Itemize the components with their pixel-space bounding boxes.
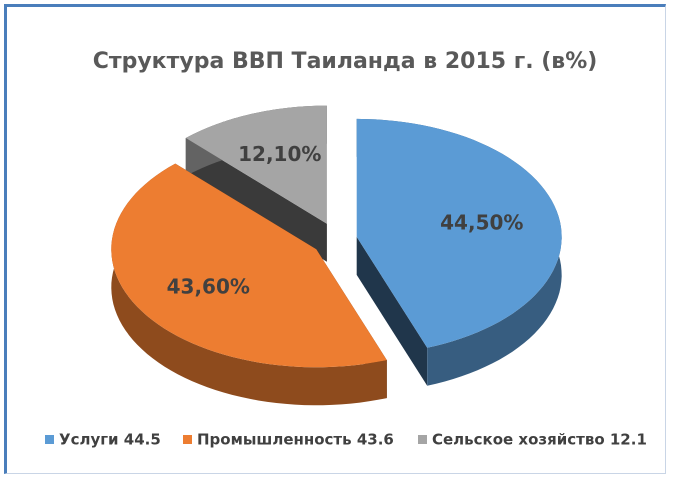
legend-label: Услуги 44.5 (59, 431, 161, 449)
data-label: 44,50% (440, 211, 523, 235)
chart-title: Структура ВВП Таиланда в 2015 г. (в%) (93, 49, 598, 74)
legend-label: Сельское хозяйство 12.1 (432, 431, 647, 449)
legend-swatch (183, 435, 192, 444)
data-label: 12,10% (238, 142, 321, 166)
legend-swatch (418, 435, 427, 444)
legend-swatch (45, 435, 54, 444)
slice (356, 118, 562, 348)
slice-side (185, 138, 327, 262)
slice (185, 105, 327, 224)
slice-side (356, 236, 428, 386)
slice-wall (111, 163, 387, 406)
data-label: 43,60% (167, 274, 250, 298)
frame (4, 4, 666, 474)
slice (111, 163, 387, 368)
legend-label: Промышленность 43.6 (197, 431, 394, 449)
